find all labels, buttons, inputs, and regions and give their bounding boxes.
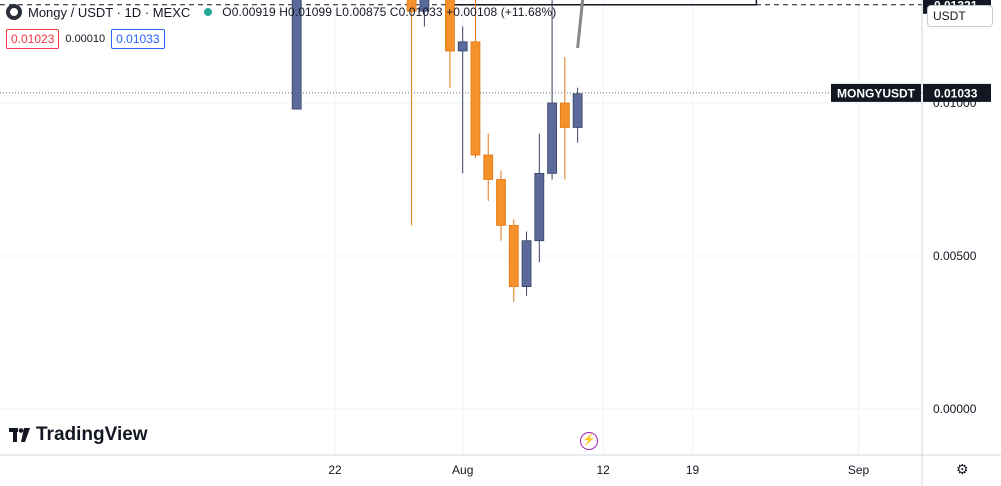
candle-body bbox=[534, 172, 545, 242]
y-tick-label: 0.00500 bbox=[933, 249, 977, 263]
x-tick-label: Aug bbox=[452, 463, 473, 477]
symbol-label-text: MONGYUSDT bbox=[837, 86, 916, 100]
candle bbox=[406, 0, 417, 226]
candle-body bbox=[406, 0, 417, 12]
buy-price-button[interactable]: 0.01033 bbox=[111, 29, 165, 49]
candle bbox=[547, 0, 557, 180]
candle-body bbox=[496, 179, 506, 226]
candle bbox=[572, 87, 583, 143]
candle bbox=[470, 0, 481, 159]
candle bbox=[483, 133, 494, 201]
currency-button[interactable]: USDT bbox=[927, 5, 993, 27]
candle-body bbox=[508, 224, 519, 287]
candle-body bbox=[291, 0, 302, 110]
candle-body bbox=[483, 154, 494, 180]
flash-icon[interactable]: ⚡ bbox=[580, 432, 598, 450]
candle-body bbox=[470, 41, 481, 156]
spread-value: 0.00010 bbox=[65, 33, 106, 45]
x-tick-label: 12 bbox=[596, 463, 610, 477]
tradingview-wordmark: TradingView bbox=[36, 424, 148, 445]
resistance-zone bbox=[449, 0, 758, 6]
candle bbox=[559, 57, 570, 180]
x-tick-label: 19 bbox=[686, 463, 700, 477]
candle-body bbox=[445, 0, 455, 52]
candle bbox=[521, 231, 532, 296]
tradingview-logo-icon bbox=[9, 428, 30, 442]
price-label-bg bbox=[923, 83, 991, 102]
y-tick-label: 0.00000 bbox=[933, 402, 977, 416]
tradingview-logo[interactable]: TradingView bbox=[9, 424, 148, 446]
candle-body bbox=[457, 41, 468, 52]
bid-ask-panel: 0.01023 0.00010 0.01033 bbox=[6, 29, 165, 49]
candle bbox=[445, 0, 455, 88]
candle-body bbox=[572, 93, 583, 128]
price-label: 0.01033 MONGYUSDT bbox=[831, 83, 991, 102]
x-tick-label: Sep bbox=[848, 463, 870, 477]
candle bbox=[534, 133, 545, 263]
symbol-logo-icon bbox=[6, 4, 22, 20]
candle bbox=[457, 26, 468, 174]
ohlc-readout: O0.00919 H0.01099 L0.00875 C0.01033 +0.0… bbox=[222, 5, 557, 19]
candle bbox=[496, 170, 506, 241]
candle-body bbox=[419, 0, 430, 12]
candle bbox=[291, 0, 302, 110]
candle-body bbox=[559, 102, 570, 128]
symbol-label-bg bbox=[831, 83, 921, 102]
market-open-icon bbox=[204, 8, 213, 16]
projection-arrow bbox=[576, 0, 585, 49]
symbol-title[interactable]: Mongy / USDT · 1D · MEXC bbox=[28, 4, 191, 20]
candle-body bbox=[547, 102, 557, 174]
x-tick-label: 22 bbox=[328, 463, 342, 477]
candle bbox=[508, 219, 519, 302]
sell-price-button[interactable]: 0.01023 bbox=[6, 29, 60, 49]
price-label-text: 0.01033 bbox=[934, 86, 978, 100]
candle bbox=[419, 0, 430, 27]
candle-body bbox=[521, 240, 532, 287]
chart-header: Mongy / USDT · 1D · MEXC O0.00919 H0.010… bbox=[6, 4, 556, 20]
settings-gear-icon[interactable]: ⚙ bbox=[956, 461, 969, 477]
